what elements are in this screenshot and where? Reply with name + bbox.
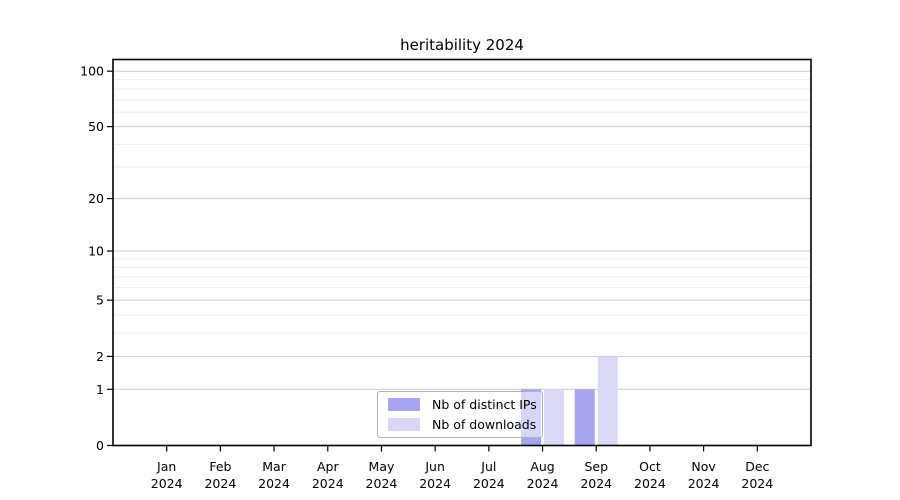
x-tick-month-label: Jun	[424, 459, 445, 474]
chart-title: heritability 2024	[400, 36, 524, 54]
x-tick-year-label: 2024	[204, 476, 236, 491]
x-tick-month-label: Aug	[530, 459, 554, 474]
bar-sep-downloads	[597, 356, 618, 446]
downloads-swatch-icon	[388, 418, 420, 431]
legend-label-distinct-ips: Nb of distinct IPs	[432, 397, 537, 412]
y-tick-label: 20	[88, 191, 104, 206]
y-tick-label: 100	[80, 64, 104, 79]
x-tick-month-label: May	[369, 459, 395, 474]
y-tick-label: 5	[96, 293, 104, 308]
x-tick-month-label: Apr	[317, 459, 339, 474]
y-tick-label: 1	[96, 382, 104, 397]
x-tick-year-label: 2024	[258, 476, 290, 491]
x-tick-month-label: Dec	[745, 459, 769, 474]
x-tick-month-label: Jan	[156, 459, 176, 474]
plot-frame	[112, 58, 812, 447]
x-tick-year-label: 2024	[151, 476, 183, 491]
x-tick-year-label: 2024	[634, 476, 666, 491]
x-tick-year-label: 2024	[312, 476, 344, 491]
x-tick-year-label: 2024	[688, 476, 720, 491]
y-tick-label: 2	[96, 349, 104, 364]
x-tick-month-label: Mar	[262, 459, 286, 474]
x-tick-year-label: 2024	[473, 476, 505, 491]
bar-aug-downloads	[544, 389, 565, 446]
y-tick-label: 50	[88, 119, 104, 134]
y-tick-label: 0	[96, 438, 104, 453]
x-tick-year-label: 2024	[580, 476, 612, 491]
legend-item-distinct-ips: Nb of distinct IPs	[388, 397, 542, 412]
x-tick-year-label: 2024	[741, 476, 773, 491]
bar-sep-distinct-ips	[574, 389, 595, 446]
x-tick-month-label: Feb	[209, 459, 231, 474]
x-tick-month-label: Jul	[480, 459, 496, 474]
chart-legend: Nb of distinct IPs Nb of downloads	[377, 391, 543, 438]
distinct-ips-swatch-icon	[388, 398, 420, 411]
x-tick-month-label: Oct	[639, 459, 661, 474]
legend-label-downloads: Nb of downloads	[432, 417, 537, 432]
legend-item-downloads: Nb of downloads	[388, 417, 542, 432]
x-tick-year-label: 2024	[419, 476, 451, 491]
x-tick-month-label: Sep	[584, 459, 608, 474]
y-tick-label: 10	[88, 244, 104, 259]
x-tick-year-label: 2024	[366, 476, 398, 491]
x-tick-month-label: Nov	[691, 459, 716, 474]
x-tick-year-label: 2024	[527, 476, 559, 491]
